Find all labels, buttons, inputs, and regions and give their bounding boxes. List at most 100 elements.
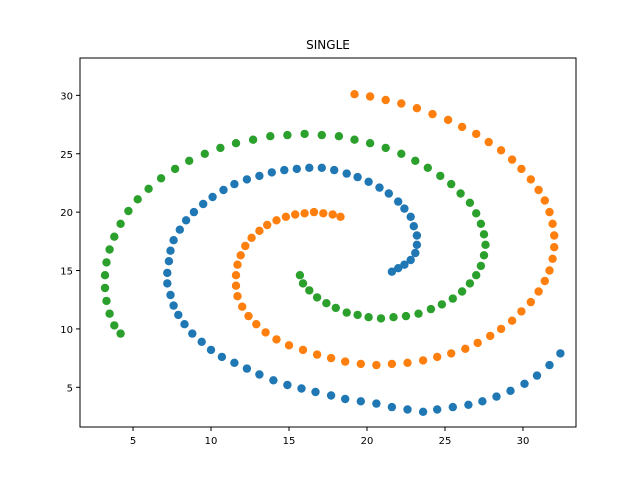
- series-2-point-43: [200, 149, 209, 158]
- series-1-point-12: [236, 251, 245, 260]
- series-2-point-37: [300, 129, 309, 139]
- series-1-point-27: [356, 359, 365, 369]
- series-0-point-15: [342, 169, 351, 178]
- series-1-point-53: [507, 155, 517, 164]
- series-2-point-44: [185, 156, 194, 165]
- x-tick-label-4: 25: [439, 436, 452, 447]
- series-0-point-19: [292, 164, 301, 174]
- series-2-point-54: [100, 271, 110, 280]
- series-2-point-22: [479, 230, 489, 239]
- series-2-point-35: [334, 132, 344, 141]
- series-1-point-6: [281, 212, 291, 221]
- series-1-point-64: [350, 90, 359, 99]
- series-0-point-3: [406, 255, 415, 265]
- series-1-point-4: [300, 209, 309, 218]
- series-0-point-48: [283, 380, 292, 390]
- series-1-point-36: [486, 331, 495, 341]
- y-tick-label-5: 30: [60, 91, 73, 102]
- series-1-point-33: [447, 349, 456, 358]
- series-1-point-23: [298, 345, 308, 355]
- x-axis: 5 10 15 20 25 30: [130, 427, 529, 447]
- series-2-point-20: [479, 251, 489, 260]
- series-0-point-26: [208, 192, 217, 202]
- series-0-point-27: [199, 199, 208, 209]
- x-tick-label-3: 20: [361, 436, 374, 447]
- series-0-point-43: [217, 352, 227, 362]
- y-tick-label-0: 5: [67, 383, 73, 394]
- series-1-point-61: [397, 99, 406, 108]
- series-0-point-61: [478, 397, 487, 406]
- series-2-point-23: [476, 219, 486, 228]
- series-0-point-65: [532, 371, 542, 380]
- series-0-point-25: [219, 185, 228, 195]
- series-1-point-42: [540, 276, 549, 286]
- series-1-point-37: [496, 324, 506, 334]
- series-0-point-5: [412, 240, 422, 249]
- x-tick-label-1: 10: [205, 436, 218, 447]
- series-2-point-29: [423, 163, 432, 172]
- series-1-point-49: [540, 196, 549, 205]
- series-1-point-5: [291, 210, 300, 219]
- series-2-point-53: [102, 258, 111, 267]
- series-1-point-50: [534, 185, 543, 195]
- series-0-point-66: [545, 360, 554, 370]
- series-1-point-51: [526, 175, 535, 184]
- series-0-point-30: [175, 225, 184, 234]
- series-2-point-24: [472, 209, 481, 218]
- series-1-point-25: [326, 353, 336, 363]
- series-1-point-0: [336, 212, 345, 221]
- series-0-point-44: [230, 358, 239, 367]
- series-0-point-41: [197, 337, 206, 346]
- series-2-point-4: [322, 299, 331, 308]
- series-2-point-57: [105, 309, 114, 318]
- series-2-point-3: [312, 293, 322, 302]
- series-2-point-12: [414, 309, 423, 318]
- series-0-point-33: [164, 257, 174, 266]
- series-1-point-26: [341, 357, 350, 366]
- series-0-point-50: [311, 387, 320, 397]
- series-1-point-7: [272, 216, 281, 225]
- series-1-point-63: [365, 92, 375, 101]
- series-0-point-31: [169, 236, 178, 245]
- series-2-point-55: [100, 283, 110, 293]
- series-0-point-54: [372, 399, 381, 408]
- series-2-point-15: [448, 294, 457, 303]
- points-layer: [100, 90, 565, 416]
- series-2-point-6: [342, 308, 351, 317]
- series-2-point-36: [317, 130, 326, 140]
- series-1-point-17: [238, 302, 247, 311]
- series-0-point-36: [166, 290, 175, 300]
- series-1-point-47: [548, 219, 557, 228]
- series-0-point-37: [169, 301, 178, 310]
- series-0-point-40: [188, 329, 197, 338]
- series-0-point-42: [206, 345, 216, 355]
- series-1-point-19: [252, 320, 261, 329]
- series-1-point-30: [403, 358, 412, 367]
- series-2-point-48: [133, 195, 142, 204]
- series-1-point-34: [461, 344, 470, 353]
- y-tick-label-2: 15: [60, 267, 73, 278]
- series-2-point-2: [305, 286, 314, 295]
- series-1-point-28: [372, 360, 381, 370]
- series-0-point-53: [356, 397, 365, 406]
- series-0-point-21: [267, 168, 276, 177]
- series-1-point-32: [433, 352, 442, 362]
- series-1-point-45: [550, 243, 559, 252]
- x-tick-label-0: 5: [130, 436, 136, 447]
- series-0-point-62: [492, 392, 501, 401]
- series-1-point-46: [550, 231, 559, 240]
- series-0-point-58: [433, 405, 442, 414]
- series-2-point-31: [397, 149, 406, 158]
- series-2-point-26: [456, 189, 465, 198]
- series-1-point-39: [517, 307, 526, 316]
- series-1-point-56: [472, 129, 481, 139]
- series-1-point-54: [496, 146, 506, 155]
- series-2-point-51: [110, 232, 119, 241]
- series-0-point-34: [163, 268, 172, 278]
- series-2-point-30: [411, 156, 420, 165]
- series-2-point-1: [298, 279, 308, 288]
- series-2-point-58: [110, 321, 119, 330]
- series-0-point-16: [330, 165, 339, 175]
- series-1-point-13: [233, 260, 242, 269]
- series-0-point-13: [364, 177, 373, 186]
